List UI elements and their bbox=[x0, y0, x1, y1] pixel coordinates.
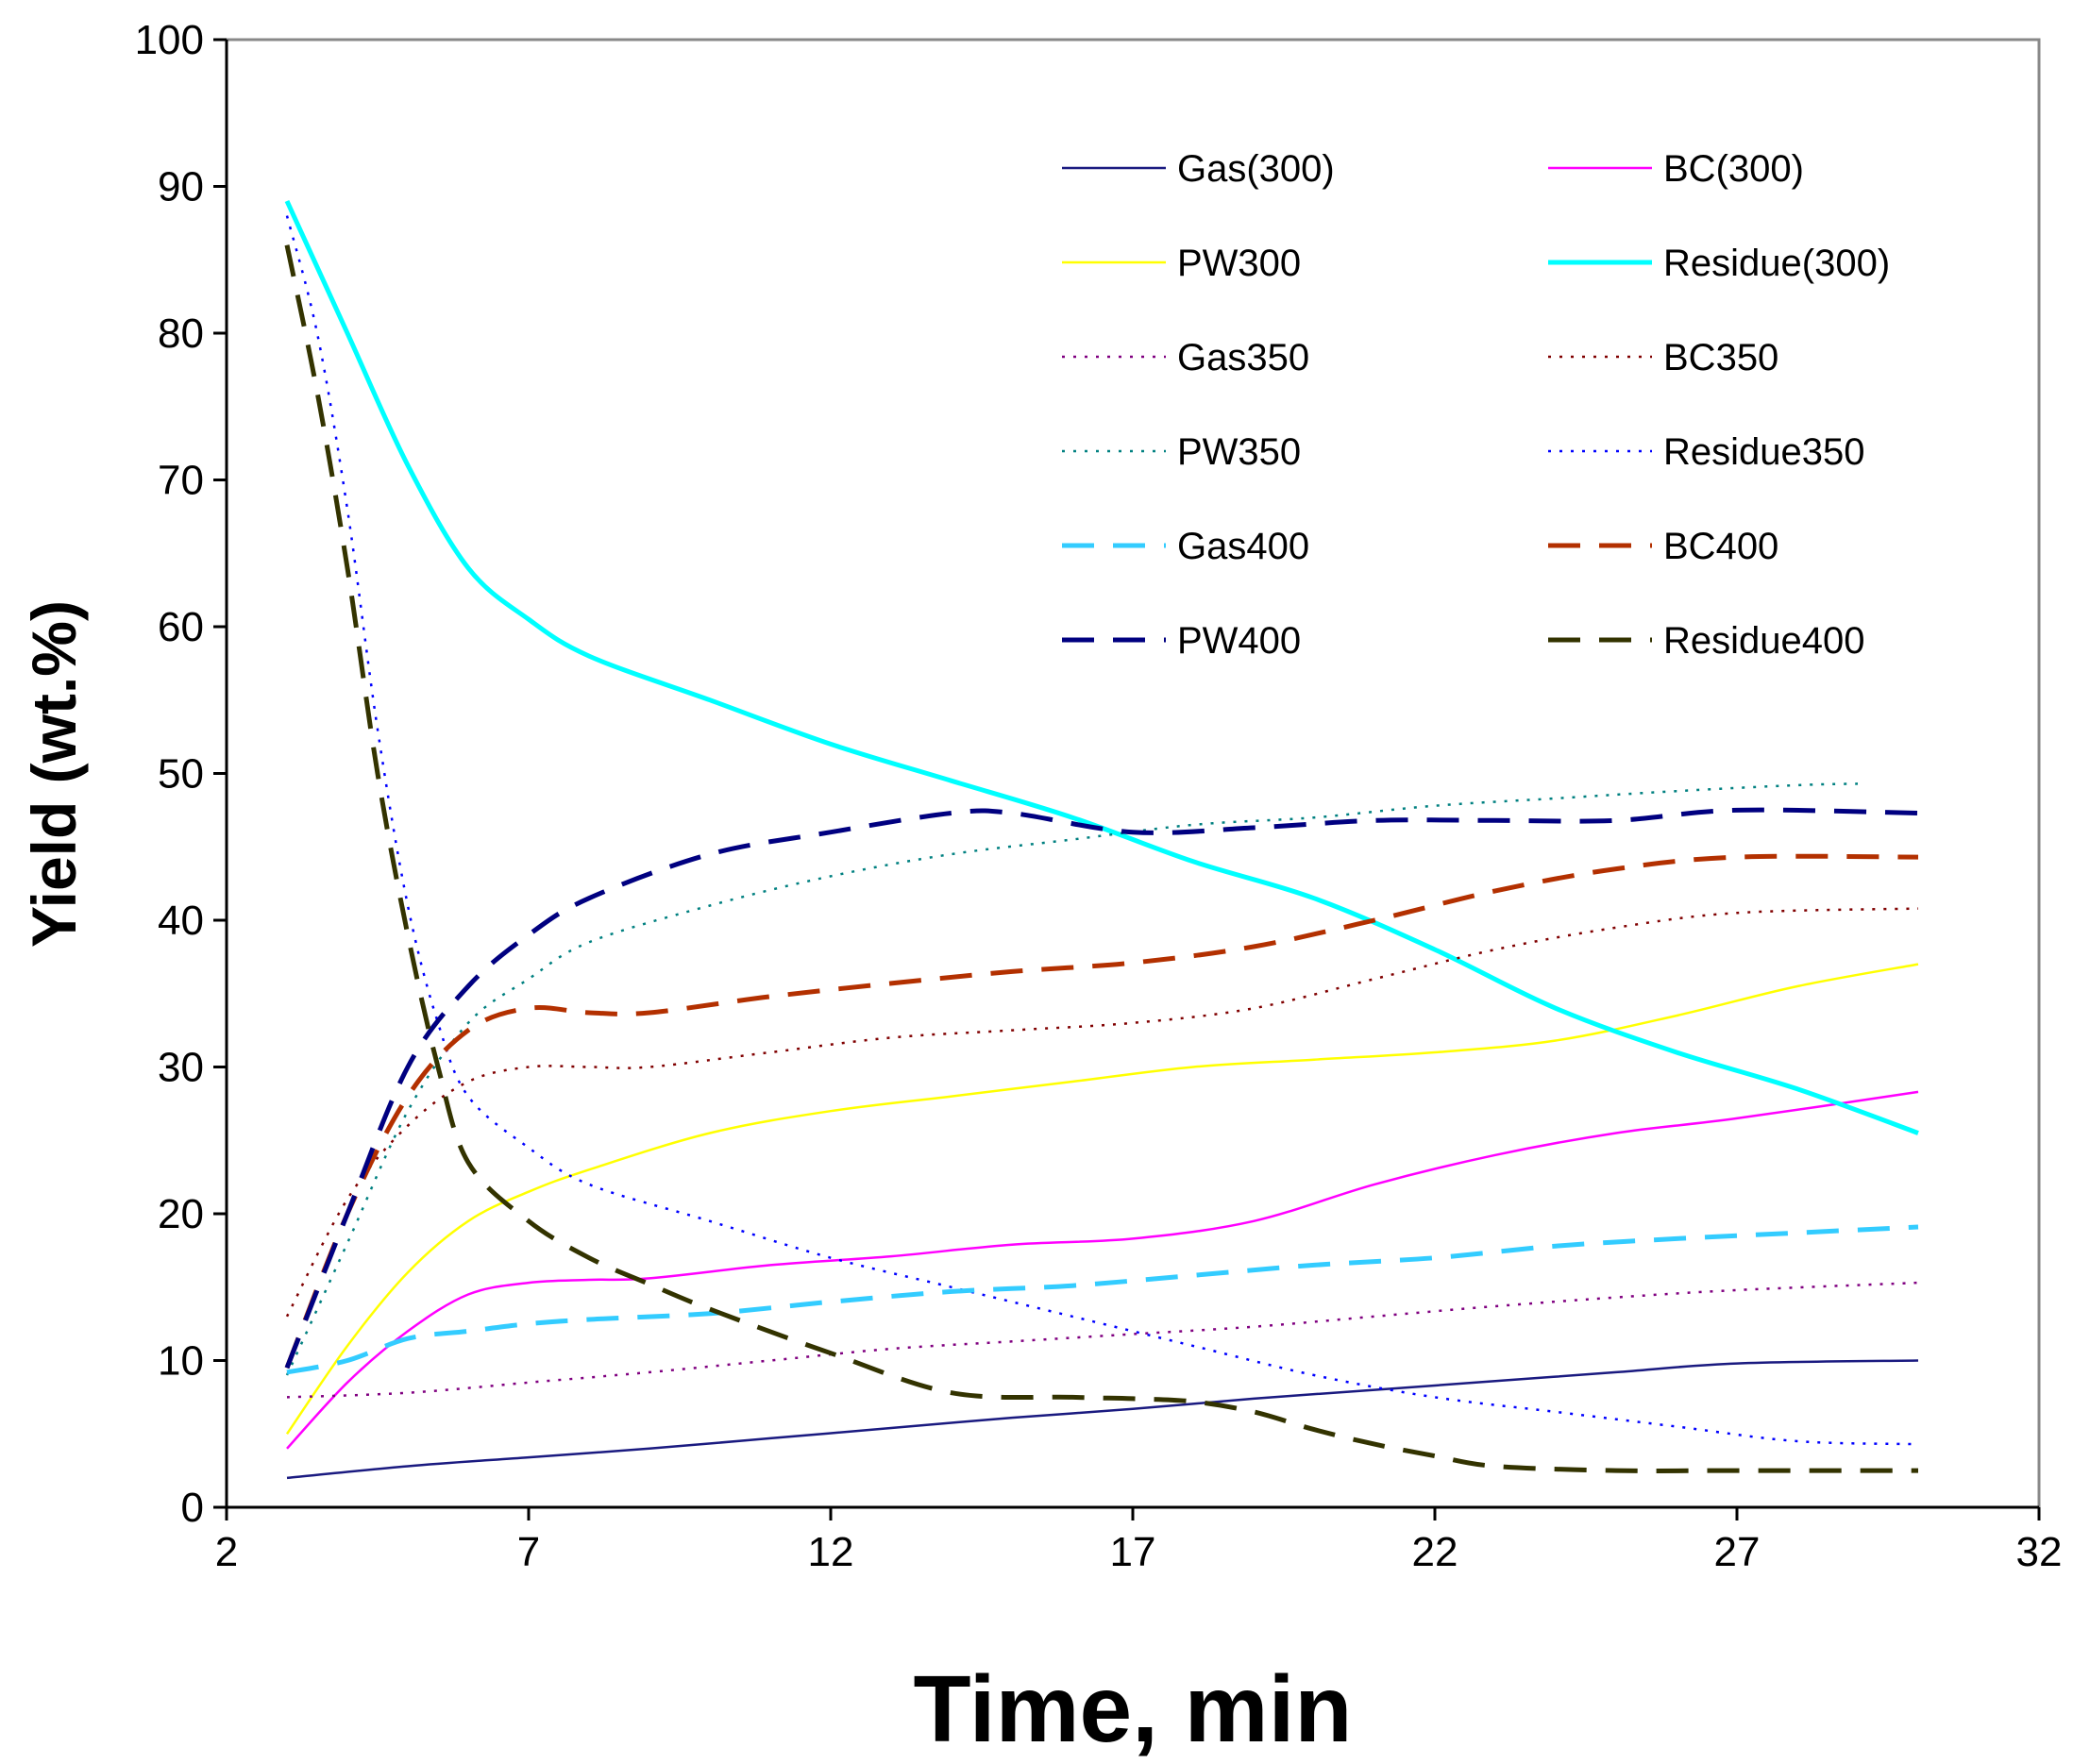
y-tick-label: 60 bbox=[158, 604, 204, 650]
x-tick-label: 32 bbox=[2016, 1529, 2063, 1575]
x-tick-label: 12 bbox=[808, 1529, 854, 1575]
legend-label-residue350: Residue350 bbox=[1663, 431, 1865, 473]
y-tick-label: 20 bbox=[158, 1191, 204, 1237]
legend-label-bc400: BC400 bbox=[1663, 526, 1778, 567]
x-axis-title: Time, min bbox=[914, 1656, 1353, 1762]
y-tick-label: 40 bbox=[158, 898, 204, 944]
legend-label-bc350: BC350 bbox=[1663, 337, 1778, 378]
series-line-gas400 bbox=[286, 1224, 1919, 1375]
x-tick-label: 27 bbox=[1714, 1529, 1761, 1575]
y-tick-label: 10 bbox=[158, 1338, 204, 1385]
series-line-gas-300 bbox=[286, 1359, 1919, 1480]
series-line-residue350 bbox=[285, 215, 1919, 1446]
y-tick-label: 90 bbox=[158, 164, 204, 210]
legend-label-pw400: PW400 bbox=[1177, 620, 1301, 662]
legend-label-residue-300: Residue(300) bbox=[1663, 243, 1890, 284]
y-tick-label: 30 bbox=[158, 1045, 204, 1091]
x-tick-label: 17 bbox=[1110, 1529, 1156, 1575]
y-tick-label: 100 bbox=[135, 17, 204, 63]
series-line-pw400 bbox=[284, 807, 1919, 1369]
legend-label-pw350: PW350 bbox=[1177, 431, 1301, 473]
x-tick-label: 7 bbox=[517, 1529, 540, 1575]
y-tick-label: 0 bbox=[181, 1485, 204, 1531]
y-tick-label: 80 bbox=[158, 311, 204, 357]
y-axis-title: Yield (wt.%) bbox=[19, 600, 89, 948]
series-layer bbox=[284, 199, 1919, 1480]
series-line-residue-300 bbox=[284, 199, 1919, 1135]
y-tick-label: 70 bbox=[158, 458, 204, 504]
series-line-bc-300 bbox=[286, 1090, 1919, 1450]
legend-label-pw300: PW300 bbox=[1177, 243, 1301, 284]
x-tick-label: 22 bbox=[1412, 1529, 1458, 1575]
series-line-bc350 bbox=[285, 907, 1919, 1318]
x-tick-label: 2 bbox=[215, 1529, 238, 1575]
y-tick-label: 50 bbox=[158, 751, 204, 798]
legend-label-residue400: Residue400 bbox=[1663, 620, 1865, 662]
legend-label-gas350: Gas350 bbox=[1177, 337, 1309, 378]
legend-label-bc-300: BC(300) bbox=[1663, 148, 1804, 190]
legend: Gas(300) BC(300) PW300 Residue(300) Gas350 BC… bbox=[1062, 148, 1890, 662]
legend-label-gas-300: Gas(300) bbox=[1177, 148, 1335, 190]
series-line-bc400 bbox=[284, 853, 1919, 1369]
series-line-residue400 bbox=[284, 244, 1918, 1473]
plot-area bbox=[225, 38, 2041, 1509]
legend-label-gas400: Gas400 bbox=[1177, 526, 1309, 567]
